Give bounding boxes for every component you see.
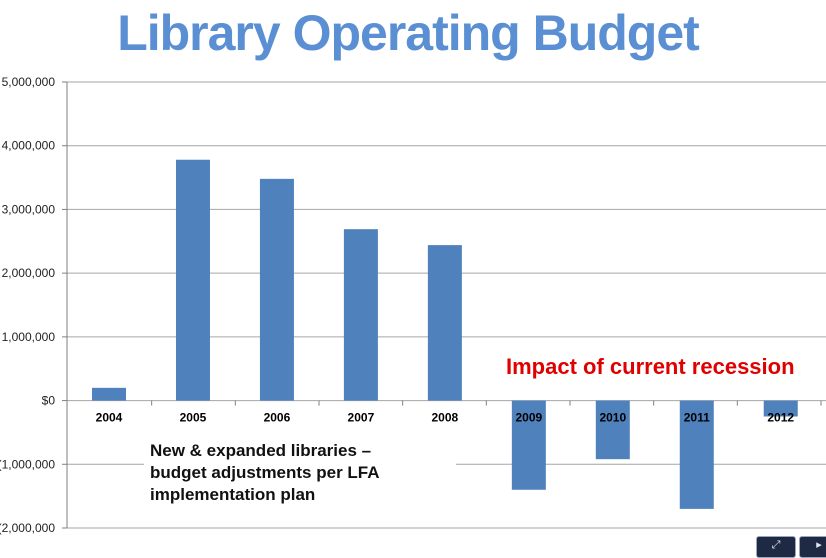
- bar-2009: [511, 400, 546, 490]
- x-tick-label: 2005: [180, 411, 207, 425]
- x-tick-label: 2004: [96, 411, 123, 425]
- expansion-annotation: New & expanded libraries – budget adjust…: [144, 440, 456, 506]
- recession-annotation: Impact of current recession: [506, 354, 795, 379]
- note-line-3: implementation plan: [150, 485, 316, 504]
- bar-2010: [595, 400, 630, 460]
- x-tick-label: 2010: [599, 411, 626, 425]
- bar-2005: [175, 159, 210, 401]
- bar-2004: [92, 387, 126, 401]
- note-line-1: New & expanded libraries –: [150, 441, 372, 460]
- x-tick-label: 2012: [767, 411, 794, 425]
- fit-screen-icon[interactable]: ⤢: [756, 536, 796, 558]
- bar-2008: [427, 245, 462, 401]
- y-tick-label: 1,000,000: [2, 330, 56, 344]
- y-tick-label: 3,000,000: [2, 202, 56, 216]
- chart-title: Library Operating Budget: [117, 5, 700, 61]
- y-tick-label: (1,000,000: [0, 457, 55, 471]
- bar-2012: [763, 400, 798, 417]
- x-tick-label: 2009: [515, 411, 542, 425]
- x-tick-label: 2011: [684, 411, 710, 425]
- next-icon[interactable]: ▸: [799, 536, 826, 558]
- y-tick-label: $0: [42, 394, 56, 408]
- bar-2007: [343, 229, 378, 401]
- y-tick-label: 5,000,000: [2, 75, 56, 89]
- y-tick-label: (2,000,000: [0, 521, 55, 535]
- bar-2011: [679, 400, 714, 509]
- y-tick-label: 4,000,000: [2, 139, 56, 153]
- x-tick-label: 2007: [348, 411, 375, 425]
- note-line-2: budget adjustments per LFA: [150, 463, 380, 482]
- bar-2006: [259, 178, 294, 401]
- x-tick-label: 2006: [264, 411, 291, 425]
- x-tick-label: 2008: [432, 411, 459, 425]
- y-tick-label: 2,000,000: [2, 266, 56, 280]
